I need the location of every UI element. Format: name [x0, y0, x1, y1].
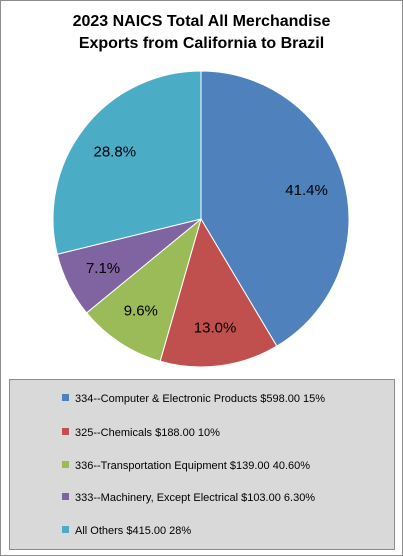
legend-swatch-4: [62, 493, 69, 500]
pie-chart: 41.4% 13.0% 9.6% 7.1% 28.8%: [52, 70, 350, 368]
pie-slice-2: [159, 217, 278, 368]
legend-swatch-2: [62, 428, 69, 435]
slice-label-1: 41.4%: [285, 182, 328, 199]
legend-item-5: All Others $415.00 28%: [62, 523, 191, 539]
legend-swatch-3: [62, 461, 69, 468]
legend-label-1: 334--Computer & Electronic Products $598…: [75, 393, 326, 405]
legend-swatch-1: [62, 394, 69, 401]
slice-label-2: 13.0%: [194, 320, 237, 337]
slice-label-4: 7.1%: [86, 260, 120, 277]
legend-label-5: All Others $415.00 28%: [75, 525, 192, 537]
legend-swatch-5: [62, 526, 69, 533]
legend: 334--Computer & Electronic Products $598…: [9, 379, 395, 550]
legend-label-3: 336--Transportation Equipment $139.00 40…: [75, 460, 311, 472]
legend-label-2: 325--Chemicals $188.00 10%: [75, 427, 220, 439]
pie-slice-3: [85, 217, 202, 362]
slice-label-3: 9.6%: [124, 303, 158, 320]
pie-slice-1: [200, 70, 350, 347]
legend-item-4: 333--Machinery, Except Electrical $103.0…: [62, 490, 315, 506]
chart-title-line-1: 2023 NAICS Total All Merchandise: [72, 13, 331, 30]
pie-slice-5: [52, 70, 202, 255]
chart-title: 2023 NAICS Total All Merchandise Exports…: [1, 11, 402, 55]
chart-title-line-2: Exports from California to Brazil: [78, 35, 325, 52]
legend-item-3: 336--Transportation Equipment $139.00 40…: [62, 458, 310, 474]
legend-label-4: 333--Machinery, Except Electrical $103.0…: [75, 492, 316, 504]
legend-item-2: 325--Chemicals $188.00 10%: [62, 425, 220, 441]
legend-item-1: 334--Computer & Electronic Products $598…: [62, 391, 325, 407]
slice-label-5: 28.8%: [94, 143, 137, 160]
